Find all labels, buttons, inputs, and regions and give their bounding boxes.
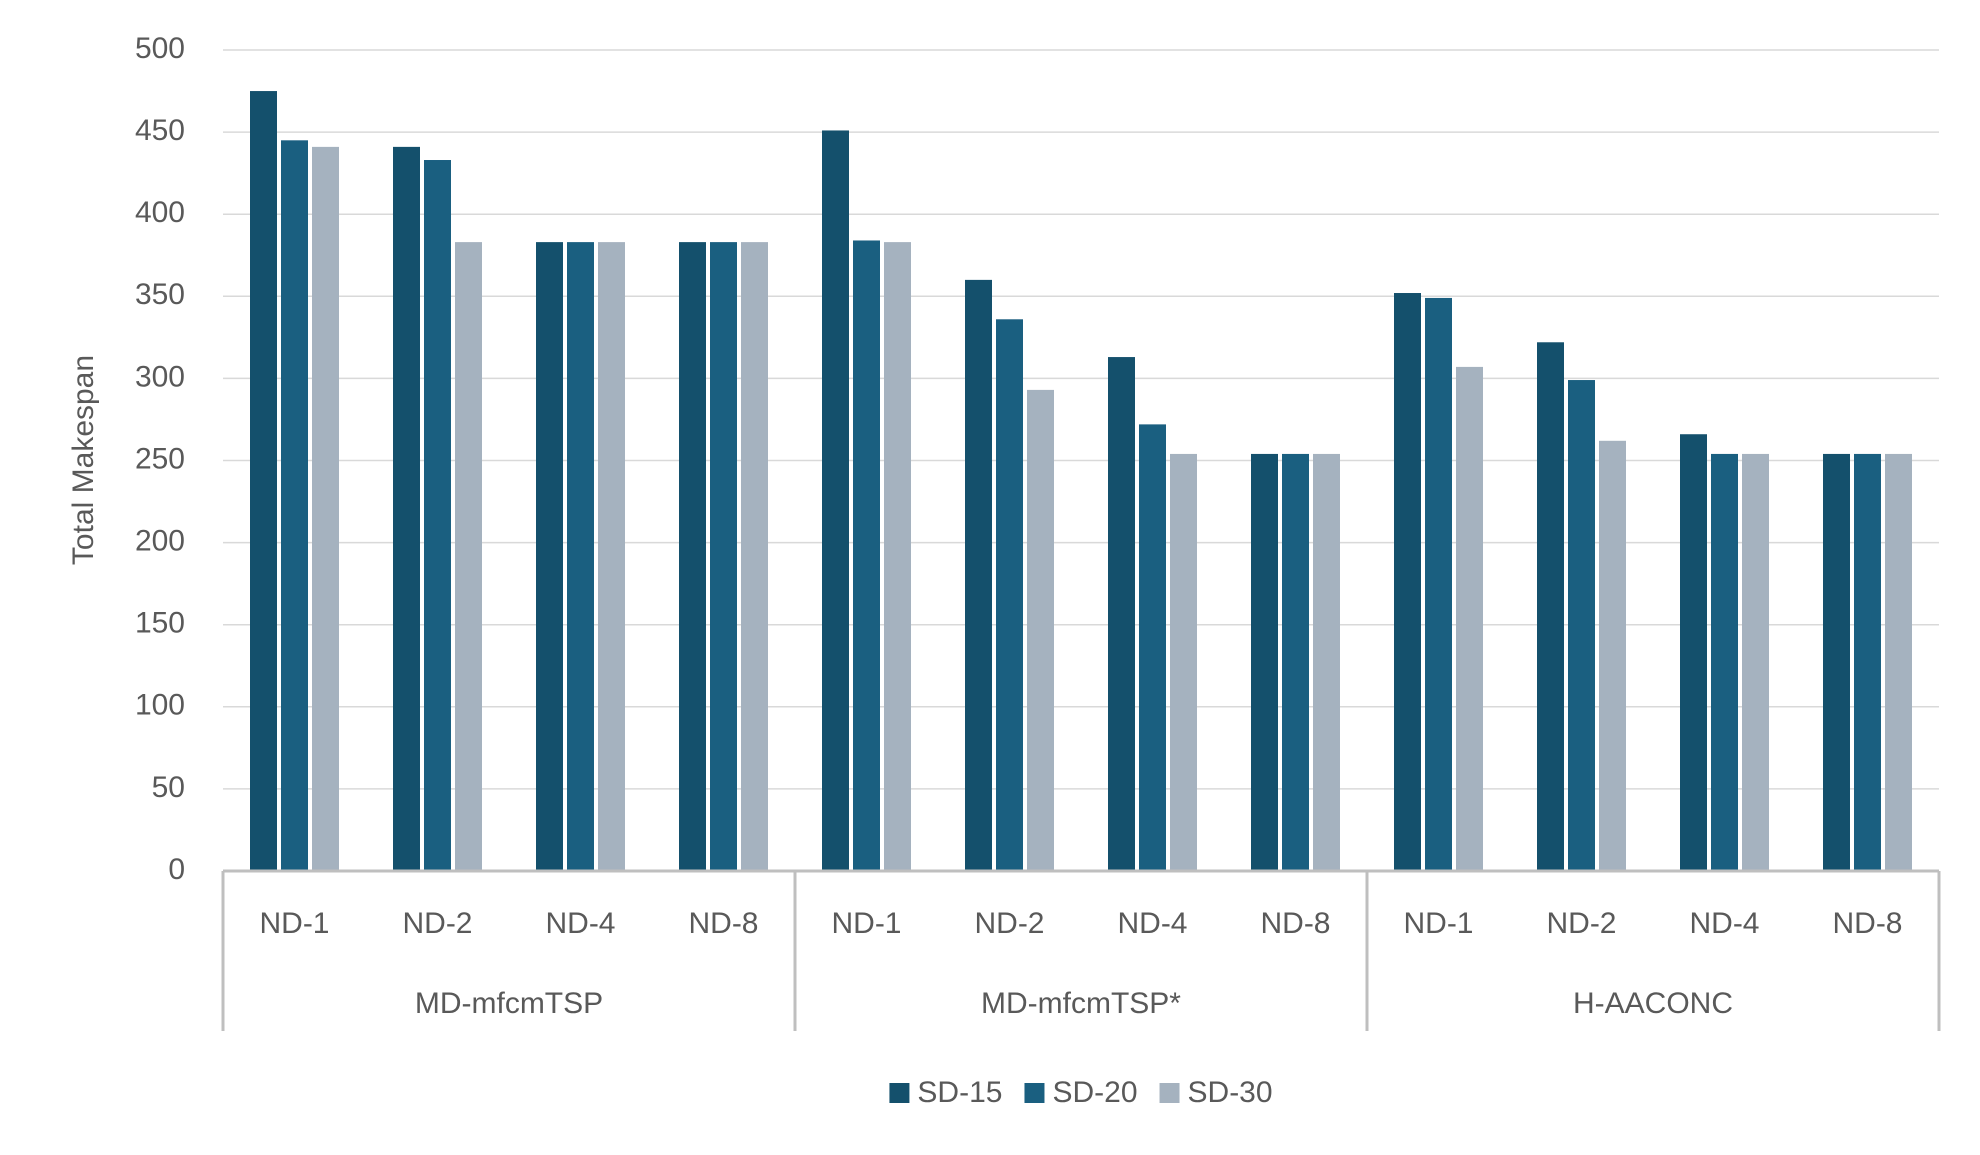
bar — [1537, 342, 1564, 871]
bar — [567, 242, 594, 871]
bar — [884, 242, 911, 871]
bar — [853, 240, 880, 872]
x-tick-label: ND-1 — [259, 907, 329, 940]
bar — [1425, 297, 1452, 871]
y-tick-label: 100 — [135, 689, 185, 722]
legend-swatch — [1159, 1083, 1180, 1103]
bar — [312, 146, 339, 872]
bar — [1139, 424, 1166, 871]
bar — [741, 242, 768, 871]
bar — [455, 242, 482, 871]
bar — [1313, 453, 1340, 871]
bar — [822, 130, 849, 871]
y-tick-label: 150 — [135, 607, 185, 640]
bar — [1680, 434, 1707, 871]
x-tick-label: ND-1 — [1403, 907, 1473, 940]
bar — [1823, 453, 1850, 871]
bar — [1456, 366, 1483, 871]
bar — [1282, 453, 1309, 871]
legend-label: SD-30 — [1188, 1076, 1273, 1109]
bar — [1170, 453, 1197, 871]
x-tick-label: ND-8 — [1260, 907, 1330, 940]
x-tick-label: ND-4 — [1689, 907, 1759, 940]
legend-swatch — [1024, 1083, 1045, 1103]
y-tick-label: 0 — [168, 853, 185, 886]
x-tick-label: ND-8 — [1832, 907, 1902, 940]
x-tick-label: ND-4 — [1117, 907, 1187, 940]
bar — [598, 242, 625, 871]
bar — [250, 91, 277, 872]
bar — [281, 140, 308, 871]
x-tick-label: ND-2 — [974, 907, 1044, 940]
bar — [710, 242, 737, 871]
legend-swatch — [889, 1083, 910, 1103]
bar — [1711, 453, 1738, 871]
bar — [1568, 380, 1595, 871]
y-tick-label: 500 — [135, 32, 185, 65]
bar — [679, 242, 706, 871]
bar — [1251, 453, 1278, 871]
y-tick-label: 450 — [135, 114, 185, 147]
bar — [1599, 440, 1626, 871]
bar — [393, 146, 420, 872]
y-axis-title: Total Makespan — [67, 355, 100, 565]
group-label: MD-mfcmTSP* — [981, 987, 1181, 1020]
bar — [965, 279, 992, 871]
legend-label: SD-15 — [917, 1076, 1002, 1109]
bar — [1394, 293, 1421, 871]
y-tick-label: 400 — [135, 196, 185, 229]
bar — [1885, 453, 1912, 871]
x-tick-label: ND-1 — [831, 907, 901, 940]
x-tick-label: ND-8 — [688, 907, 758, 940]
group-label: MD-mfcmTSP — [415, 987, 603, 1020]
y-tick-label: 350 — [135, 278, 185, 311]
bar — [424, 160, 451, 871]
y-tick-label: 200 — [135, 525, 185, 558]
y-tick-label: 250 — [135, 442, 185, 475]
bar — [1108, 357, 1135, 872]
bar — [996, 319, 1023, 872]
bar — [1854, 453, 1881, 871]
legend-label: SD-20 — [1052, 1076, 1137, 1109]
x-tick-label: ND-2 — [402, 907, 472, 940]
bar — [1742, 453, 1769, 871]
x-tick-label: ND-4 — [545, 907, 615, 940]
y-tick-label: 50 — [152, 771, 185, 804]
group-label: H-AACONC — [1573, 987, 1733, 1020]
bar — [1027, 389, 1054, 871]
bar — [536, 242, 563, 871]
x-tick-label: ND-2 — [1546, 907, 1616, 940]
y-tick-label: 300 — [135, 360, 185, 393]
